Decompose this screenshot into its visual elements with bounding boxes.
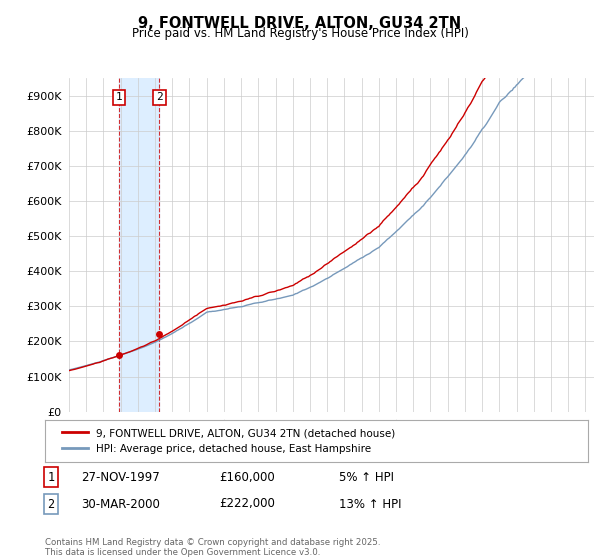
Text: 27-NOV-1997: 27-NOV-1997 [81,470,160,484]
Text: £160,000: £160,000 [219,470,275,484]
Text: 13% ↑ HPI: 13% ↑ HPI [339,497,401,511]
Text: 9, FONTWELL DRIVE, ALTON, GU34 2TN: 9, FONTWELL DRIVE, ALTON, GU34 2TN [139,16,461,31]
Bar [119,78,160,412]
Text: Price paid vs. HM Land Registry's House Price Index (HPI): Price paid vs. HM Land Registry's House … [131,27,469,40]
Text: 5% ↑ HPI: 5% ↑ HPI [339,470,394,484]
Text: 1: 1 [47,470,55,484]
Text: Contains HM Land Registry data © Crown copyright and database right 2025.
This d: Contains HM Land Registry data © Crown c… [45,538,380,557]
Text: 2: 2 [47,497,55,511]
Text: £222,000: £222,000 [219,497,275,511]
Text: 1: 1 [116,92,122,102]
Text: 30-MAR-2000: 30-MAR-2000 [81,497,160,511]
Text: 2: 2 [156,92,163,102]
Legend: 9, FONTWELL DRIVE, ALTON, GU34 2TN (detached house), HPI: Average price, detache: 9, FONTWELL DRIVE, ALTON, GU34 2TN (deta… [56,422,402,460]
